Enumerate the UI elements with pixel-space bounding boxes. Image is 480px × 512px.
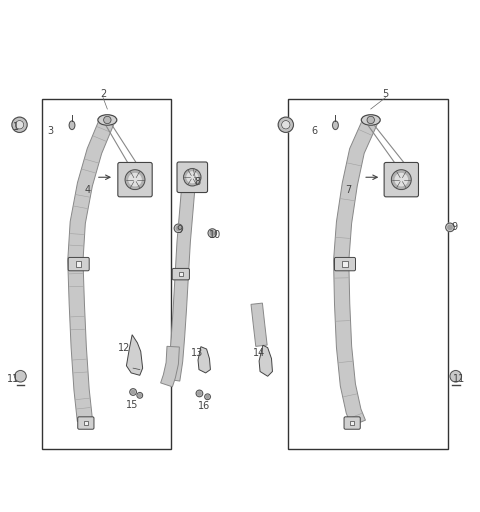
- Text: 2: 2: [100, 89, 106, 99]
- Text: 3: 3: [48, 126, 54, 136]
- FancyBboxPatch shape: [350, 421, 354, 425]
- Circle shape: [183, 168, 201, 186]
- FancyBboxPatch shape: [384, 162, 419, 197]
- Ellipse shape: [98, 115, 117, 125]
- Circle shape: [391, 169, 411, 189]
- FancyBboxPatch shape: [68, 258, 89, 271]
- Text: 11: 11: [454, 374, 466, 383]
- Circle shape: [15, 371, 26, 382]
- Circle shape: [450, 371, 461, 382]
- Circle shape: [367, 116, 374, 124]
- Text: 14: 14: [253, 348, 265, 358]
- Circle shape: [210, 231, 215, 235]
- Circle shape: [196, 390, 203, 397]
- Polygon shape: [126, 335, 143, 375]
- Text: 4: 4: [84, 185, 90, 195]
- Text: 12: 12: [119, 343, 131, 353]
- FancyBboxPatch shape: [84, 421, 88, 425]
- Text: 7: 7: [345, 185, 351, 195]
- Ellipse shape: [361, 115, 380, 125]
- Text: 5: 5: [383, 89, 389, 99]
- Polygon shape: [334, 117, 378, 426]
- FancyBboxPatch shape: [78, 417, 94, 429]
- Circle shape: [104, 116, 111, 124]
- Circle shape: [15, 120, 24, 129]
- FancyBboxPatch shape: [342, 262, 348, 267]
- Polygon shape: [161, 346, 180, 387]
- Text: 9: 9: [177, 225, 183, 235]
- Text: 11: 11: [7, 374, 20, 383]
- Text: 6: 6: [312, 126, 318, 136]
- Bar: [288, 98, 447, 449]
- Text: 1: 1: [12, 122, 19, 132]
- Circle shape: [12, 117, 27, 133]
- Circle shape: [137, 393, 143, 398]
- Circle shape: [198, 392, 201, 395]
- Circle shape: [446, 223, 454, 231]
- Circle shape: [448, 225, 452, 229]
- Text: 9: 9: [452, 222, 458, 232]
- Circle shape: [208, 229, 216, 238]
- FancyBboxPatch shape: [177, 162, 207, 193]
- Circle shape: [138, 394, 141, 397]
- FancyBboxPatch shape: [118, 162, 152, 197]
- Polygon shape: [198, 347, 210, 373]
- Circle shape: [206, 395, 209, 398]
- Polygon shape: [259, 345, 273, 376]
- Circle shape: [204, 394, 210, 400]
- FancyBboxPatch shape: [344, 417, 360, 429]
- Ellipse shape: [333, 121, 338, 130]
- Circle shape: [395, 174, 408, 186]
- Circle shape: [278, 117, 293, 133]
- Bar: [42, 98, 171, 449]
- Circle shape: [132, 390, 135, 394]
- Text: 16: 16: [198, 401, 210, 411]
- Ellipse shape: [69, 121, 75, 130]
- FancyBboxPatch shape: [172, 268, 190, 280]
- Polygon shape: [68, 117, 114, 421]
- Circle shape: [174, 224, 183, 232]
- Circle shape: [130, 389, 136, 395]
- Circle shape: [129, 174, 141, 186]
- FancyBboxPatch shape: [335, 258, 356, 271]
- Circle shape: [187, 172, 198, 183]
- Text: 15: 15: [126, 400, 139, 410]
- Text: 10: 10: [209, 229, 221, 240]
- Polygon shape: [251, 303, 267, 347]
- Circle shape: [282, 120, 290, 129]
- Circle shape: [125, 169, 145, 189]
- FancyBboxPatch shape: [179, 272, 183, 276]
- Text: 13: 13: [191, 348, 203, 358]
- Polygon shape: [167, 179, 195, 381]
- Circle shape: [176, 226, 180, 230]
- Text: 8: 8: [194, 177, 200, 187]
- FancyBboxPatch shape: [76, 262, 82, 267]
